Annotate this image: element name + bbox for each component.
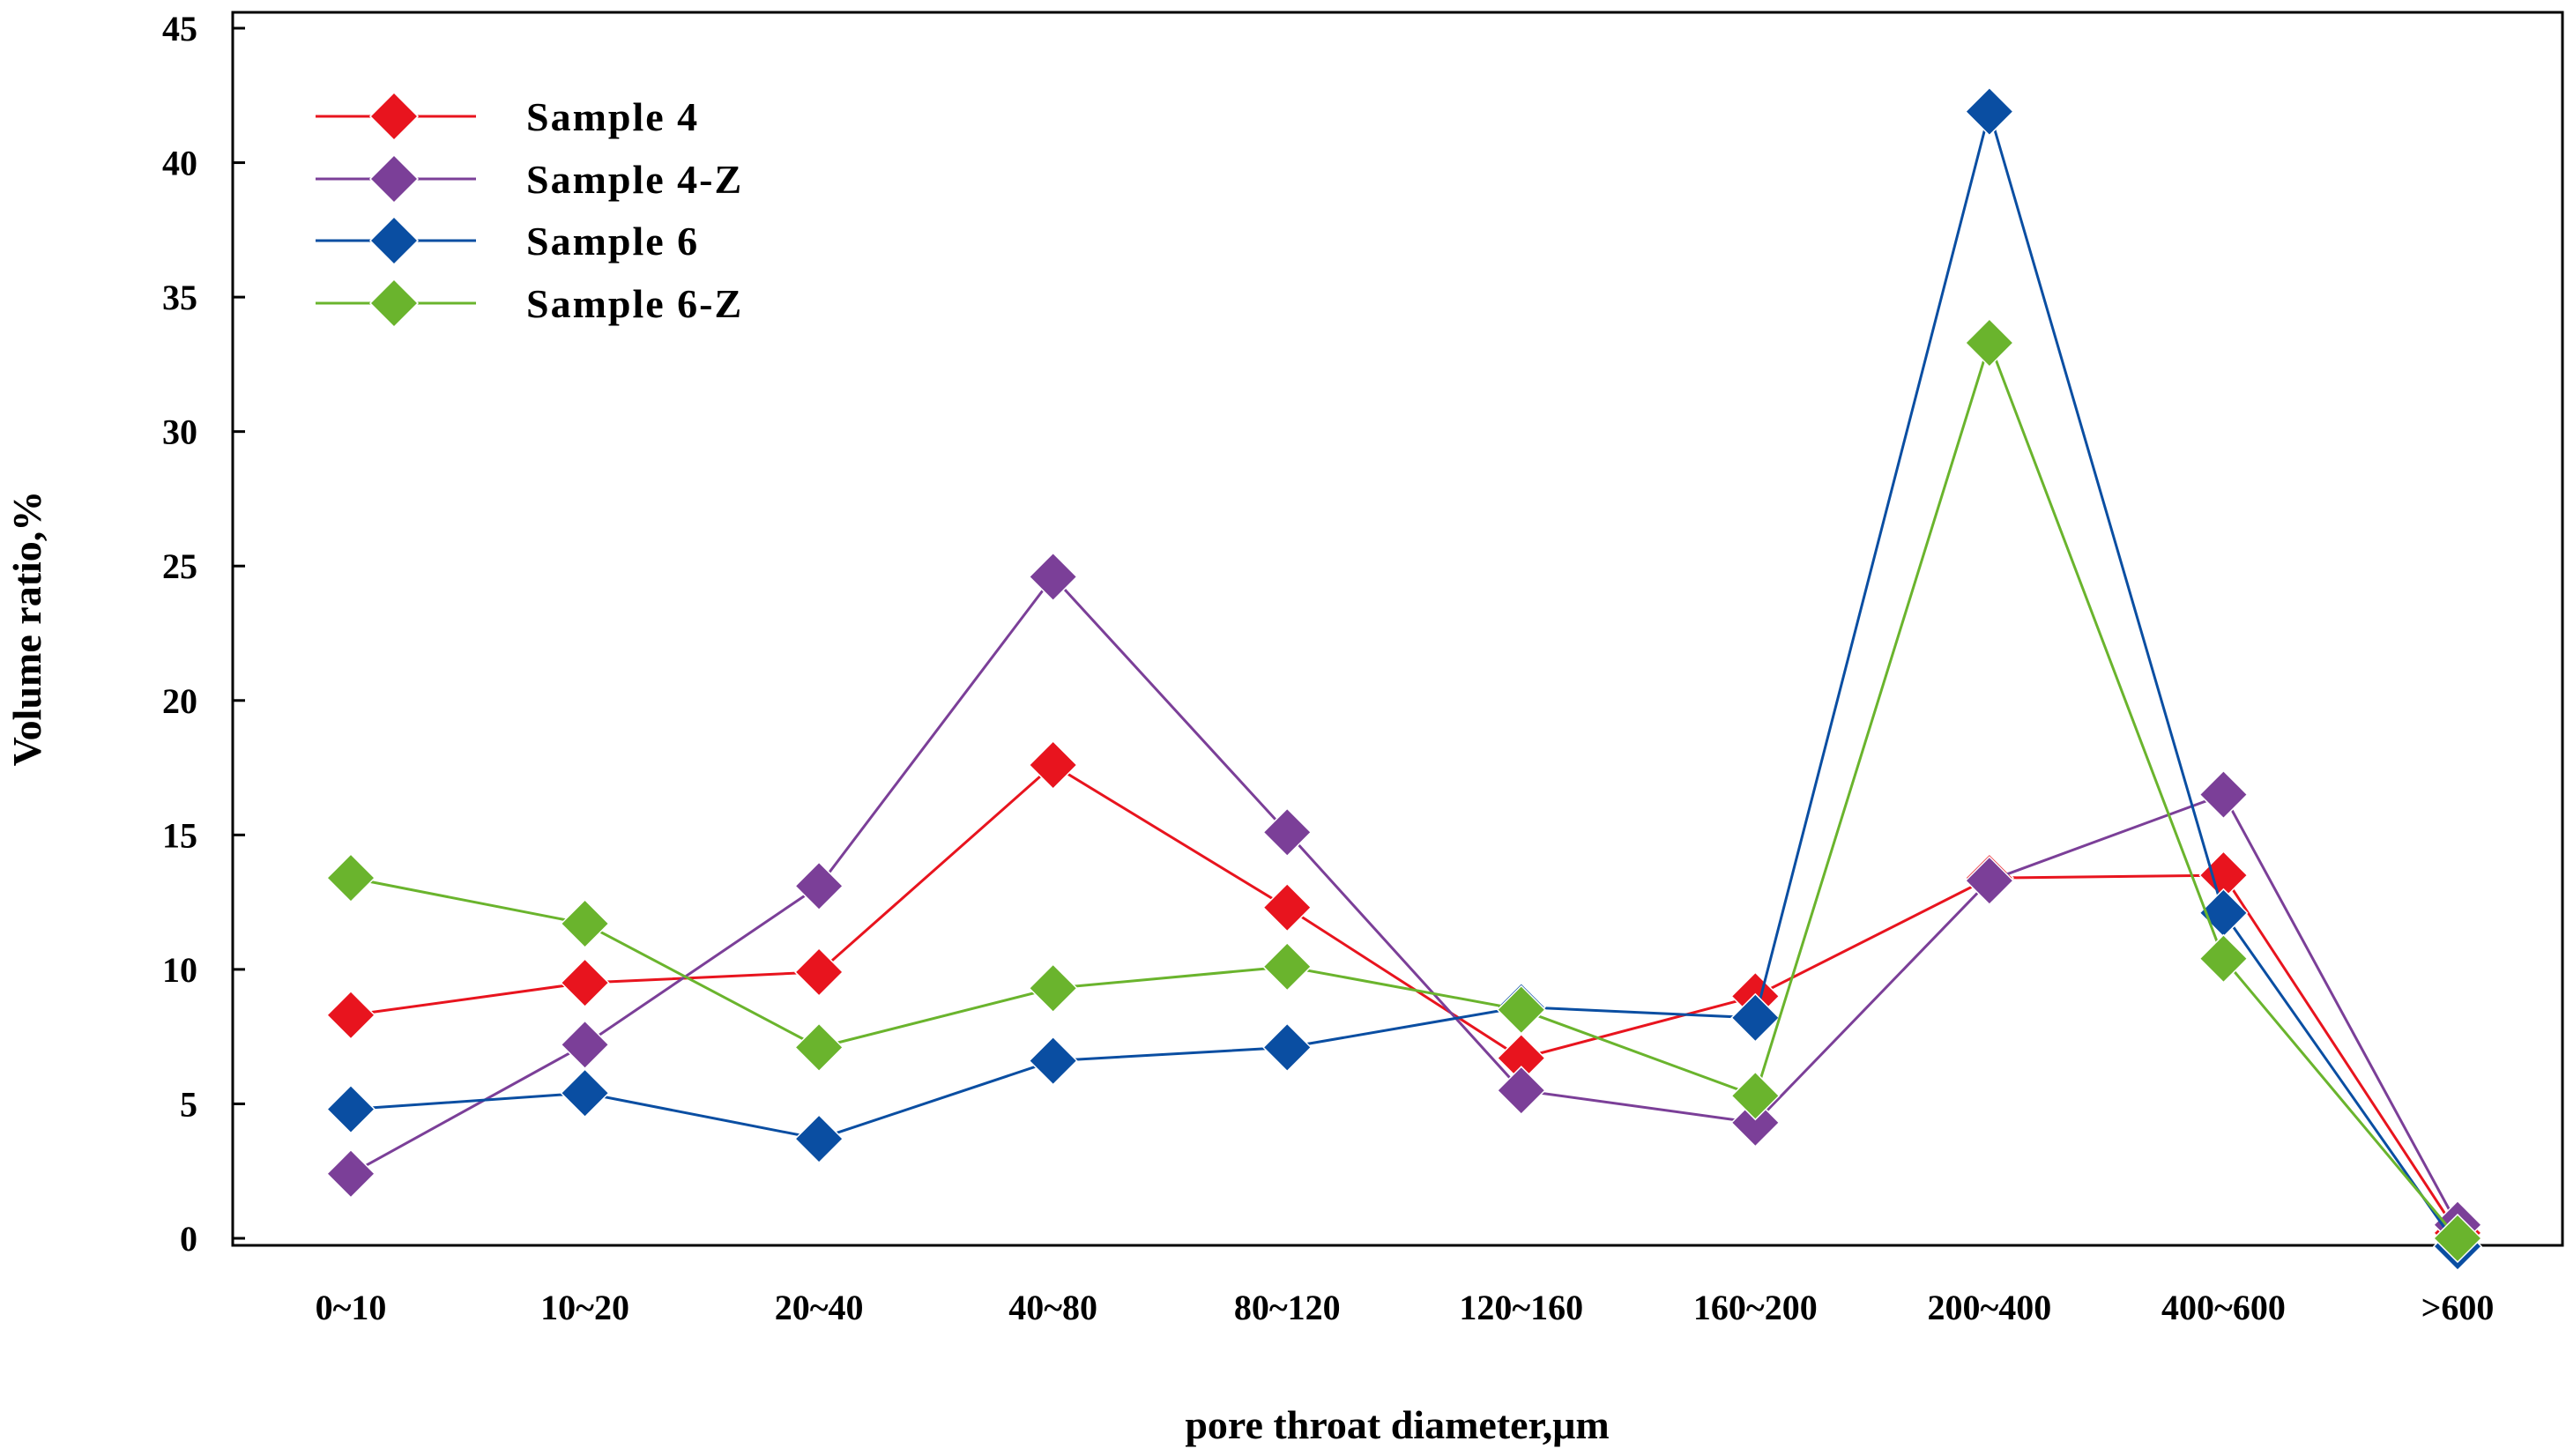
series-layer [325,86,2483,1272]
y-tick-label: 45 [162,9,197,48]
data-point-marker [1730,992,1781,1043]
x-tick-label: 40~80 [1008,1288,1097,1327]
series-sample-6 [325,86,2483,1272]
legend-label: Sample 6 [526,219,699,264]
x-tick-label: 120~160 [1459,1288,1583,1327]
data-point-marker [794,861,844,911]
data-point-marker [1262,882,1313,932]
data-point-marker [325,1148,376,1199]
y-tick-label: 40 [162,144,197,183]
series-sample-6-z [325,317,2483,1264]
data-point-marker [1028,552,1078,602]
y-tick-label: 15 [162,815,197,855]
x-tick-label: 20~40 [775,1288,864,1327]
data-point-marker [1028,1036,1078,1086]
data-point-marker [560,898,610,949]
data-point-marker [1028,963,1078,1014]
x-tick-label: >600 [2421,1288,2495,1327]
data-point-marker [2198,769,2249,820]
legend-marker [368,153,420,204]
y-tick-label: 30 [162,412,197,452]
x-tick-label: 10~20 [540,1288,629,1327]
data-point-marker [1730,1071,1781,1121]
legend-marker [368,91,420,142]
y-axis-title: Volume ratio,% [4,491,49,767]
series-line [350,575,2459,1226]
legend-label: Sample 4 [526,94,699,139]
legend-label: Sample 6-Z [526,281,743,326]
series-sample-4-z [325,552,2483,1250]
data-point-marker [1496,984,1546,1035]
data-point-marker [1964,856,2014,906]
series-line [350,338,2459,1239]
data-point-marker [1730,1097,1781,1148]
x-tick-label: 0~10 [316,1288,387,1327]
data-point-marker [794,947,844,998]
data-point-marker [794,1114,844,1164]
data-point-marker [1964,86,2014,137]
legend-item: Sample 6-Z [316,278,743,329]
legend-item: Sample 6 [316,215,699,266]
y-tick-label: 0 [180,1219,197,1259]
x-tick-label: 400~600 [2161,1288,2286,1327]
data-point-marker [325,853,376,903]
y-tick-label: 5 [180,1084,197,1124]
legend-marker [368,278,420,329]
series-line [350,763,2459,1234]
y-tick-label: 25 [162,546,197,586]
data-point-marker [1262,807,1313,858]
data-point-marker [325,990,376,1040]
legend-item: Sample 4 [316,91,699,142]
x-axis-title: pore throat diameter,μm [1185,1402,1609,1447]
y-axis: 0 5 10 15 20 25 30 35 40 45 [162,9,245,1259]
plot-area-frame [231,11,2564,1247]
y-tick-label: 10 [162,950,197,990]
y-tick-label: 35 [162,278,197,317]
data-point-marker [2432,1213,2483,1264]
data-point-marker [2198,933,2249,984]
x-tick-label: 160~200 [1693,1288,1818,1327]
legend-marker [368,215,420,266]
legend-label: Sample 4-Z [526,157,743,202]
x-axis: 0~10 10~20 20~40 40~80 80~120 120~160 160~200 2… [316,1288,2495,1327]
data-point-marker [1262,1022,1313,1073]
data-point-marker [325,1084,376,1134]
x-tick-label: 200~400 [1927,1288,2051,1327]
data-point-marker [1964,317,2014,368]
legend: Sample 4 Sample 4-Z Sample 6 Sample 6-Z [316,91,743,329]
data-point-marker [560,958,610,1008]
series-line [350,106,2459,1248]
data-point-marker [1496,1066,1546,1116]
data-point-marker [560,1068,610,1118]
x-tick-label: 80~120 [1234,1288,1341,1327]
data-point-marker [794,1022,844,1073]
legend-item: Sample 4-Z [316,153,743,204]
data-point-marker [560,1020,610,1070]
data-point-marker [1262,941,1313,992]
y-tick-label: 20 [162,681,197,721]
data-point-marker [1028,739,1078,791]
